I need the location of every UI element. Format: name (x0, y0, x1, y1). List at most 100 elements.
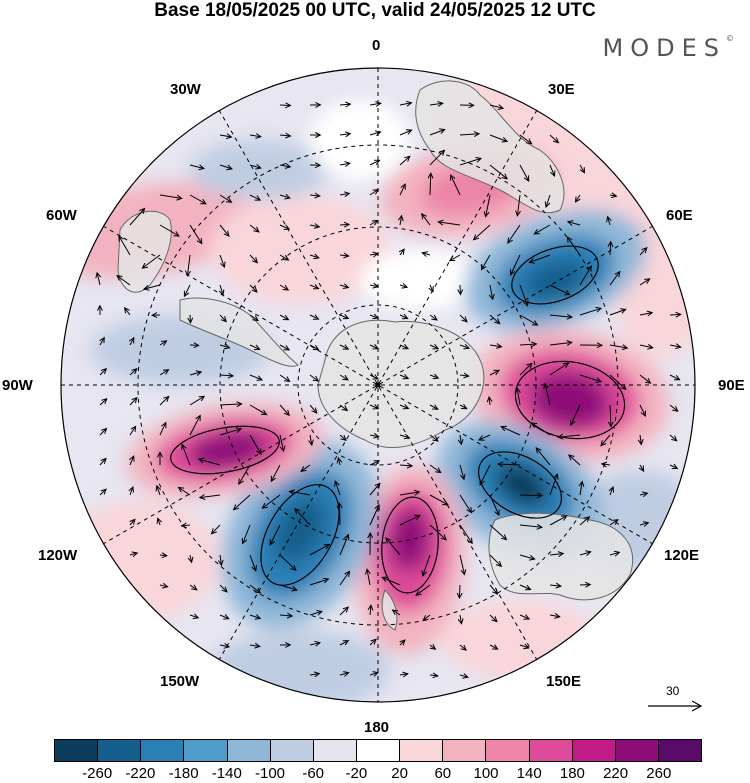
wind-vector (339, 314, 349, 319)
wind-vector (339, 374, 349, 381)
wind-vector-head (442, 499, 449, 506)
wind-vector (159, 194, 182, 199)
wind-vector-head (523, 614, 531, 620)
wind-vector (249, 164, 261, 169)
colorbar-tick-label: 20 (391, 765, 408, 782)
wind-vector-head (279, 445, 286, 453)
colorbar (54, 739, 702, 762)
wind-vector-head (99, 336, 105, 344)
wind-vector (489, 134, 508, 142)
wind-vector (339, 434, 347, 441)
wind-vector-head (535, 447, 542, 454)
wind-vector (459, 674, 469, 678)
wind-vector (309, 254, 319, 259)
wind-vector-head (370, 638, 377, 645)
wind-vector-head (367, 604, 374, 611)
wind-vector (459, 464, 465, 480)
wind-vector (219, 314, 227, 322)
graticule (61, 68, 695, 702)
wind-vector (639, 404, 646, 417)
wind-vector-head (530, 422, 538, 429)
wind-vector-head (217, 559, 224, 567)
wind-vector-head (300, 466, 307, 472)
wind-vector-head (118, 235, 124, 242)
wind-vector (369, 314, 379, 319)
wind-vector (399, 491, 420, 496)
wind-vector-head (177, 486, 185, 493)
wind-vector-head (254, 614, 262, 620)
wind-vector-head (343, 671, 350, 677)
wind-vector-head (282, 314, 290, 321)
wind-vector (549, 362, 569, 376)
wind-vector-head (254, 195, 262, 201)
wind-vector-head (285, 132, 292, 139)
wind-vector (339, 672, 349, 676)
wind-vector (399, 639, 406, 646)
colorbar-tick-label: -140 (211, 765, 242, 782)
wind-vector (211, 524, 221, 535)
wind-vector (269, 524, 281, 545)
wind-vector (399, 183, 406, 196)
wind-vector-head (566, 313, 574, 320)
wind-vector-head (251, 565, 257, 572)
lon-label-90e: 90E (718, 377, 745, 394)
wind-vector-head (413, 489, 421, 496)
wind-vector-head (323, 543, 331, 550)
wind-vector-head (523, 643, 530, 650)
wind-vector (422, 252, 431, 256)
wind-vector (459, 284, 461, 295)
wind-vector (429, 149, 445, 166)
wind-vector (99, 398, 108, 406)
lon-label-150w: 150W (160, 673, 200, 690)
wind-vector (519, 343, 537, 346)
wind-vector-head (432, 404, 439, 410)
wind-vector-head (463, 343, 471, 350)
wind-vector-head (343, 252, 350, 259)
wind-vector-head (405, 100, 413, 107)
wind-vector-head (536, 523, 544, 530)
wind-vector (334, 481, 341, 496)
wind-vector-head (308, 439, 314, 447)
wind-vector-head (574, 196, 581, 203)
wind-vector (639, 312, 653, 316)
wind-vector-head (341, 405, 349, 412)
wind-vector-head (606, 215, 612, 223)
wind-vector (639, 434, 642, 445)
wind-vector-head (334, 480, 340, 487)
wind-vector-head (515, 210, 521, 217)
wind-vector-head (610, 192, 618, 199)
wind-vector-head (342, 640, 350, 646)
wind-vector (369, 284, 379, 288)
wind-vector-head (284, 163, 292, 169)
wind-vector-head (450, 174, 456, 181)
wind-vector (579, 374, 602, 383)
wind-vector-head (638, 465, 645, 473)
wind-vector (124, 307, 131, 316)
wind-vector-head (501, 173, 508, 180)
wind-vector-head (312, 283, 320, 290)
wind-vector-head (494, 509, 500, 517)
wind-vector-head (141, 262, 148, 269)
wind-vector (422, 554, 431, 576)
wind-vector (507, 224, 521, 244)
wind-vector-head (526, 362, 533, 369)
wind-vector-head (556, 433, 564, 440)
wind-vector (142, 254, 161, 269)
wind-vector (159, 369, 169, 376)
wind-vector-head (403, 433, 411, 440)
wind-vector-head (493, 369, 500, 376)
colorbar-tick-label: -60 (302, 765, 325, 782)
wind-vector-head (210, 528, 217, 535)
wind-vector (309, 642, 321, 646)
wind-vector (609, 551, 620, 556)
wind-vector (549, 515, 567, 526)
wind-vector (519, 134, 532, 145)
wind-vector-head (428, 286, 434, 293)
wind-vector (459, 614, 462, 624)
wind-vector (219, 134, 232, 138)
wind-vector (399, 248, 405, 256)
wind-vector-head (196, 237, 203, 245)
wind-vector (219, 554, 222, 566)
wind-vector (159, 554, 167, 557)
wind-vector (339, 284, 349, 288)
